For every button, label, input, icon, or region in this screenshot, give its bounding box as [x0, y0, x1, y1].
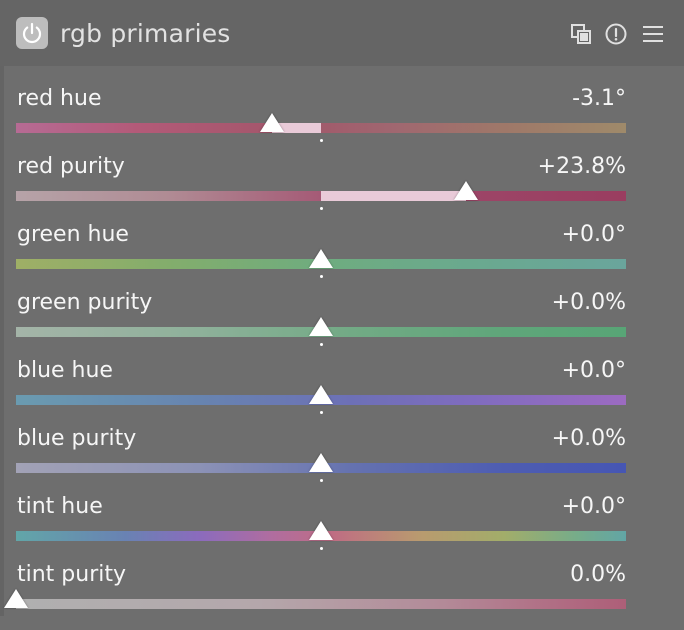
slider-value[interactable]: +0.0°: [561, 222, 626, 247]
default-marker-dot: [319, 479, 323, 482]
panel-edge: [0, 66, 4, 616]
slider-handle[interactable]: [309, 453, 333, 472]
slider-red-hue[interactable]: red hue -3.1°: [0, 86, 684, 154]
slider-handle[interactable]: [309, 521, 333, 540]
slider-handle[interactable]: [260, 113, 285, 132]
slider-label: tint hue: [17, 494, 103, 519]
slider-tint-purity[interactable]: tint purity 0.0%: [0, 562, 684, 630]
slider-tint-hue[interactable]: tint hue +0.0°: [0, 494, 684, 562]
slider-track[interactable]: [16, 123, 626, 133]
slider-handle[interactable]: [309, 317, 333, 336]
menu-icon: [643, 26, 663, 42]
presets-icon: [571, 24, 591, 44]
info-icon: [605, 23, 627, 45]
slider-value[interactable]: +23.8%: [537, 154, 626, 179]
slider-fill: [272, 123, 321, 133]
power-icon: [22, 22, 42, 44]
default-marker-dot: [319, 547, 323, 550]
slider-label: blue hue: [17, 358, 113, 383]
slider-label: red purity: [17, 154, 125, 179]
default-marker-dot: [319, 207, 323, 210]
slider-fill: [321, 191, 467, 201]
power-button[interactable]: [16, 17, 48, 49]
slider-value[interactable]: +0.0%: [551, 426, 626, 451]
slider-value[interactable]: +0.0%: [551, 290, 626, 315]
default-marker-dot: [319, 275, 323, 278]
slider-label: green hue: [17, 222, 129, 247]
slider-green-hue[interactable]: green hue +0.0°: [0, 222, 684, 290]
slider-handle[interactable]: [4, 589, 28, 608]
slider-label: blue purity: [17, 426, 137, 451]
slider-value[interactable]: +0.0°: [561, 358, 626, 383]
slider-green-purity[interactable]: green purity +0.0%: [0, 290, 684, 358]
info-button[interactable]: [604, 22, 628, 46]
default-marker-dot: [319, 139, 323, 142]
presets-button[interactable]: [569, 22, 593, 46]
slider-blue-hue[interactable]: blue hue +0.0°: [0, 358, 684, 426]
slider-track[interactable]: [16, 599, 626, 609]
slider-handle[interactable]: [309, 385, 333, 404]
slider-blue-purity[interactable]: blue purity +0.0%: [0, 426, 684, 494]
default-marker-dot: [319, 411, 323, 414]
default-marker-dot: [319, 343, 323, 346]
slider-handle[interactable]: [309, 249, 333, 268]
slider-label: green purity: [17, 290, 153, 315]
module-header: rgb primaries: [0, 0, 684, 66]
slider-label: tint purity: [17, 562, 127, 587]
slider-handle[interactable]: [454, 181, 479, 200]
slider-value[interactable]: +0.0°: [561, 494, 626, 519]
slider-red-purity[interactable]: red purity +23.8%: [0, 154, 684, 222]
slider-label: red hue: [17, 86, 102, 111]
module-title: rgb primaries: [60, 19, 231, 48]
slider-value[interactable]: -3.1°: [572, 86, 626, 111]
slider-value[interactable]: 0.0%: [570, 562, 626, 587]
menu-button[interactable]: [641, 22, 665, 46]
